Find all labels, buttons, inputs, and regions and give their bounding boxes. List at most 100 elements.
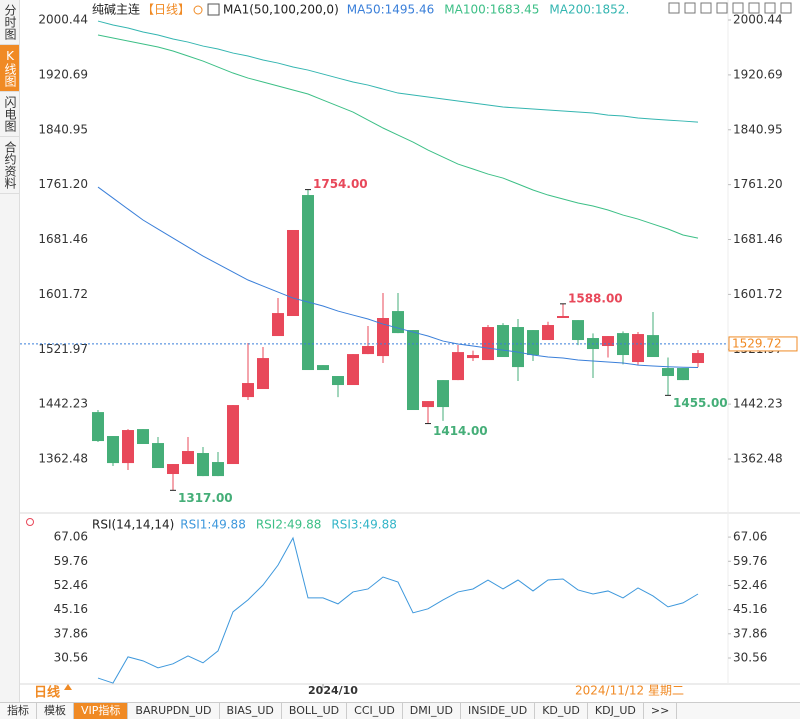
candle-body bbox=[542, 325, 554, 341]
indicator-icon bbox=[207, 3, 220, 16]
side-tabs: 分时图 K线图 闪电图 合约资料 bbox=[0, 0, 20, 702]
icon[interactable] bbox=[716, 2, 728, 14]
y-tick-label: 67.06 bbox=[54, 530, 88, 544]
y-tick-label: 1362.48 bbox=[733, 452, 783, 466]
bottom-tab[interactable]: KDJ_UD bbox=[588, 703, 644, 719]
candle-body bbox=[527, 330, 539, 356]
candle-body bbox=[317, 365, 329, 371]
candle-body bbox=[497, 325, 509, 358]
legend-entry: MA100:1683.45 bbox=[444, 3, 539, 17]
legend-entry: RSI1:49.88 bbox=[180, 518, 246, 532]
icon[interactable] bbox=[684, 2, 696, 14]
y-tick-label: 30.56 bbox=[733, 651, 767, 665]
icon[interactable] bbox=[700, 2, 712, 14]
ma-line bbox=[97, 186, 699, 369]
toolbar-icons[interactable] bbox=[668, 2, 792, 14]
candle-body bbox=[182, 451, 194, 465]
candle-body bbox=[92, 412, 104, 442]
annotation-label: 1455.00 bbox=[673, 396, 728, 410]
y-tick-label: 45.16 bbox=[733, 602, 767, 616]
icon[interactable] bbox=[732, 2, 744, 14]
annotation-label: 1588.00 bbox=[568, 291, 623, 305]
y-tick-label: 1601.72 bbox=[733, 287, 783, 301]
candle-body bbox=[422, 401, 434, 408]
settings-icon[interactable] bbox=[26, 518, 34, 526]
add-icon[interactable] bbox=[193, 5, 203, 15]
candle-body bbox=[197, 453, 209, 477]
side-tab[interactable]: K线图 bbox=[0, 45, 19, 92]
candle-body bbox=[662, 368, 674, 377]
period-selector[interactable]: 日线 bbox=[34, 685, 60, 701]
candle-body bbox=[152, 443, 164, 469]
y-tick-label: 37.86 bbox=[54, 626, 88, 640]
candle-body bbox=[167, 464, 179, 475]
side-tab[interactable]: 闪电图 bbox=[0, 92, 19, 137]
cursor-date: 2024/11/12 星期二 bbox=[575, 684, 684, 698]
candle-body bbox=[242, 383, 254, 398]
candle-body bbox=[467, 355, 479, 359]
legend-entry: MA200:1852. bbox=[549, 3, 629, 17]
y-tick-label: 1601.72 bbox=[38, 287, 88, 301]
candle-body bbox=[302, 195, 314, 371]
y-tick-label: 1920.69 bbox=[733, 67, 783, 81]
y-tick-label: 2000.44 bbox=[38, 13, 88, 27]
icon[interactable] bbox=[780, 2, 792, 14]
y-tick-label: 1840.95 bbox=[733, 122, 783, 136]
y-tick-label: 1442.23 bbox=[38, 397, 88, 411]
bottom-tab[interactable]: CCI_UD bbox=[347, 703, 403, 719]
y-tick-label: 1761.20 bbox=[733, 177, 783, 191]
bottom-tab[interactable]: DMI_UD bbox=[403, 703, 462, 719]
candle-body bbox=[377, 318, 389, 357]
bottom-tab[interactable]: KD_UD bbox=[535, 703, 588, 719]
side-tab[interactable]: 合约资料 bbox=[0, 137, 19, 194]
y-tick-label: 59.76 bbox=[733, 554, 767, 568]
candle-body bbox=[227, 405, 239, 465]
y-tick-label: 52.46 bbox=[54, 578, 88, 592]
candle-body bbox=[647, 335, 659, 358]
y-tick-label: 45.16 bbox=[54, 602, 88, 616]
legend-entry: MA50:1495.46 bbox=[347, 3, 435, 17]
y-tick-label: 52.46 bbox=[733, 578, 767, 592]
candle-body bbox=[392, 311, 404, 334]
candle-body bbox=[617, 333, 629, 356]
last-price-label: 1529.72 bbox=[732, 336, 782, 350]
bottom-tab[interactable]: 模板 bbox=[37, 703, 74, 719]
bottom-tab[interactable]: BIAS_UD bbox=[220, 703, 282, 719]
candle-body bbox=[362, 346, 374, 355]
bottom-tabs: 指标 模板 VIP指标 BARUPDN_UD BIAS_UD BOLL_UD CCI_UD D… bbox=[0, 702, 800, 719]
y-tick-label: 2000.44 bbox=[733, 13, 783, 27]
candle-body bbox=[257, 358, 269, 390]
period-icon[interactable] bbox=[64, 684, 72, 690]
candle-body bbox=[107, 436, 119, 464]
candle-body bbox=[512, 327, 524, 368]
bottom-tab[interactable]: INSIDE_UD bbox=[461, 703, 536, 719]
y-tick-label: 1521.97 bbox=[38, 342, 88, 356]
annotation-label: 1754.00 bbox=[313, 177, 368, 191]
candle-body bbox=[452, 352, 464, 381]
rsi-line bbox=[97, 536, 699, 684]
legend-entry: RSI3:49.88 bbox=[331, 518, 397, 532]
y-tick-label: 1362.48 bbox=[38, 452, 88, 466]
icon[interactable] bbox=[748, 2, 760, 14]
indicator-label: MA1(50,100,200,0) bbox=[223, 3, 339, 17]
candle-body bbox=[122, 430, 134, 464]
icon[interactable] bbox=[668, 2, 680, 14]
bottom-tab[interactable]: BOLL_UD bbox=[282, 703, 348, 719]
icon[interactable] bbox=[764, 2, 776, 14]
candle-body bbox=[272, 313, 284, 337]
y-tick-label: 30.56 bbox=[54, 651, 88, 665]
bottom-tab[interactable]: >> bbox=[644, 703, 678, 719]
bottom-tab[interactable]: 指标 bbox=[0, 703, 37, 719]
y-tick-label: 1681.46 bbox=[38, 232, 88, 246]
side-tab[interactable]: 分时图 bbox=[0, 0, 19, 45]
bottom-tab[interactable]: BARUPDN_UD bbox=[128, 703, 220, 719]
candle-body bbox=[557, 316, 569, 319]
candle-body bbox=[287, 229, 299, 317]
bottom-tab[interactable]: VIP指标 bbox=[74, 703, 129, 719]
candle-body bbox=[677, 368, 689, 381]
annotation-label: 1317.00 bbox=[178, 491, 233, 505]
y-tick-label: 1442.23 bbox=[733, 397, 783, 411]
y-tick-label: 67.06 bbox=[733, 530, 767, 544]
last-price-box bbox=[728, 336, 798, 352]
candle-body bbox=[137, 429, 149, 445]
